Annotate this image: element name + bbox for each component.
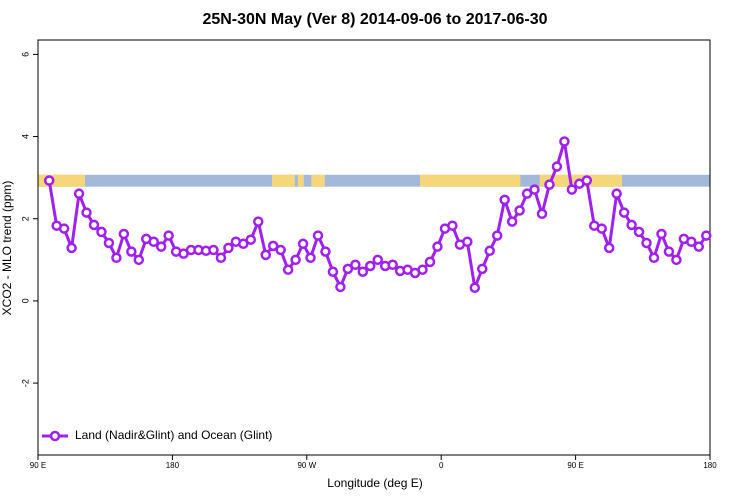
data-point bbox=[447, 220, 458, 231]
data-point bbox=[693, 241, 705, 252]
land-segment bbox=[419, 174, 521, 187]
data-point bbox=[148, 236, 159, 247]
x-axis-label: Longitude (deg E) bbox=[327, 476, 422, 490]
data-point bbox=[462, 236, 473, 247]
data-point bbox=[297, 238, 309, 250]
data-point bbox=[260, 249, 271, 261]
data-point bbox=[596, 223, 607, 234]
data-point bbox=[365, 260, 376, 272]
data-point bbox=[469, 282, 481, 294]
data-point bbox=[282, 264, 294, 275]
data-point bbox=[66, 242, 77, 254]
data-point bbox=[312, 230, 324, 241]
data-point bbox=[566, 184, 578, 195]
data-point bbox=[305, 252, 316, 264]
data-point bbox=[663, 246, 675, 257]
data-point bbox=[581, 175, 593, 186]
data-point bbox=[514, 205, 525, 216]
data-point bbox=[536, 208, 548, 220]
x-tick-label: 90 E bbox=[30, 461, 46, 470]
data-point bbox=[701, 230, 712, 241]
data-point bbox=[88, 219, 100, 231]
data-point bbox=[551, 161, 563, 172]
y-tick-label: -2 bbox=[20, 379, 30, 387]
data-point bbox=[238, 238, 249, 250]
data-point bbox=[611, 188, 622, 199]
land-segment bbox=[272, 174, 295, 187]
data-point bbox=[342, 263, 354, 275]
plot-frame bbox=[37, 39, 711, 456]
data-point bbox=[484, 245, 495, 257]
y-tick-label: 4 bbox=[20, 134, 30, 139]
data-point bbox=[372, 254, 383, 266]
data-point bbox=[626, 219, 637, 231]
data-point bbox=[290, 254, 301, 266]
data-point bbox=[118, 228, 130, 240]
chart-title: 25N-30N May (Ver 8) 2014-09-06 to 2017-0… bbox=[202, 11, 547, 28]
data-point bbox=[357, 266, 369, 277]
data-point bbox=[58, 223, 70, 234]
data-point bbox=[529, 184, 540, 195]
data-point bbox=[521, 188, 533, 199]
y-tick-label: 2 bbox=[20, 216, 30, 221]
data-point bbox=[559, 136, 570, 147]
data-point bbox=[253, 216, 264, 227]
data-point bbox=[208, 244, 219, 256]
data-point bbox=[491, 230, 503, 241]
data-point bbox=[544, 179, 555, 190]
ocean-band bbox=[38, 174, 710, 187]
data-point bbox=[215, 252, 227, 264]
data-point bbox=[245, 234, 257, 245]
data-point bbox=[603, 242, 615, 254]
legend-marker bbox=[49, 430, 61, 442]
data-point bbox=[477, 263, 488, 275]
x-tick-label: 180 bbox=[703, 461, 717, 470]
data-point bbox=[641, 237, 652, 249]
x-tick-label: 0 bbox=[439, 461, 444, 470]
land-segment bbox=[311, 174, 325, 187]
data-point bbox=[499, 194, 510, 206]
data-point bbox=[506, 216, 518, 227]
legend-label: Land (Nadir&Glint) and Ocean (Glint) bbox=[75, 428, 272, 442]
data-point bbox=[387, 259, 398, 271]
data-point bbox=[111, 252, 122, 264]
y-tick-label: 0 bbox=[20, 298, 30, 303]
x-tick-label: 90 W bbox=[297, 461, 316, 470]
data-point bbox=[327, 266, 339, 277]
data-point bbox=[275, 244, 286, 256]
data-point bbox=[648, 252, 660, 264]
data-point bbox=[96, 226, 107, 238]
x-tick-label: 180 bbox=[166, 461, 180, 470]
y-tick-label: 6 bbox=[20, 52, 30, 57]
data-point bbox=[417, 264, 428, 275]
data-point bbox=[81, 207, 92, 218]
x-tick-label: 90 E bbox=[567, 461, 583, 470]
data-point bbox=[73, 188, 85, 199]
data-point bbox=[133, 254, 145, 266]
data-point bbox=[335, 281, 346, 293]
data-point bbox=[43, 175, 55, 186]
data-point bbox=[163, 230, 174, 241]
data-point bbox=[618, 207, 630, 218]
data-point bbox=[126, 246, 137, 257]
data-point bbox=[686, 236, 697, 247]
data-point bbox=[671, 254, 682, 266]
data-point bbox=[103, 237, 115, 249]
data-point bbox=[320, 246, 331, 257]
data-point bbox=[155, 241, 167, 252]
data-point bbox=[656, 228, 667, 240]
series-line bbox=[47, 139, 708, 290]
land-segment bbox=[297, 174, 304, 187]
data-point bbox=[350, 259, 361, 271]
land-segment bbox=[38, 174, 86, 187]
data-point bbox=[424, 256, 436, 268]
data-point bbox=[267, 240, 279, 252]
data-point bbox=[432, 241, 443, 252]
data-point bbox=[633, 226, 645, 238]
y-axis-label: XCO2 - MLO trend (ppm) bbox=[0, 181, 14, 316]
data-point bbox=[223, 242, 234, 254]
